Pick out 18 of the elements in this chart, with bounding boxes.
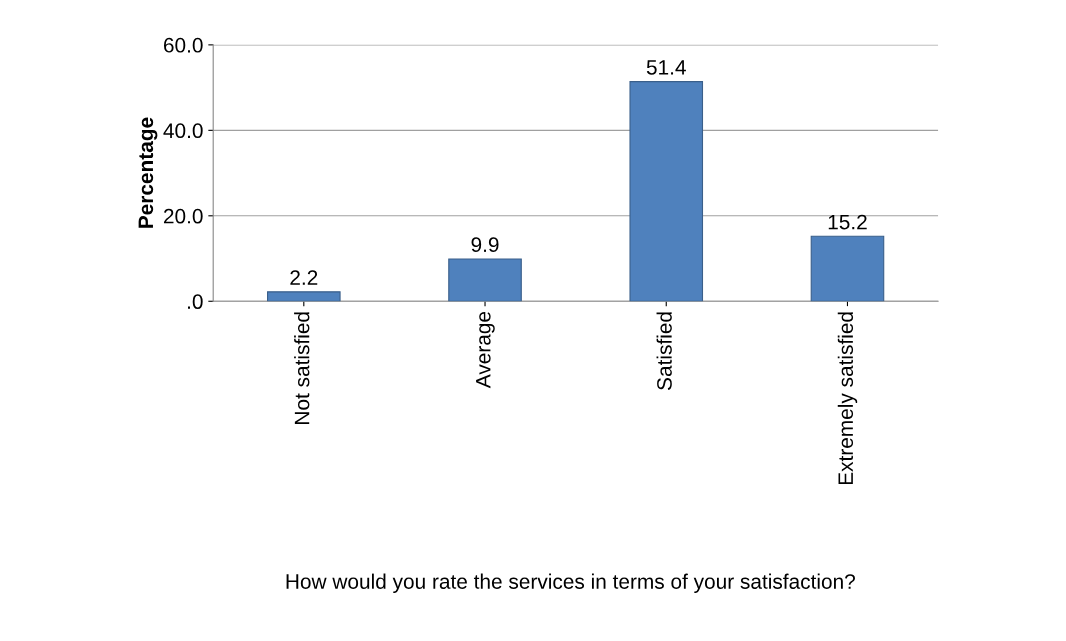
bar <box>448 258 522 302</box>
bar <box>810 235 885 302</box>
data-label: 9.9 <box>471 237 499 253</box>
y-tick-label: .0 <box>188 294 203 310</box>
y-tick-label: 60.0 <box>163 37 203 53</box>
y-axis-title: Percentage <box>138 117 158 228</box>
x-tick-label: Satisfied <box>656 312 672 390</box>
data-label: 2.2 <box>290 270 318 285</box>
x-axis-title: How would you rate the services in terms of your satisfaction? <box>286 573 855 594</box>
x-tick-label: Not satisfied <box>294 312 310 424</box>
data-label: 51.4 <box>646 60 686 75</box>
bar <box>267 291 341 302</box>
x-tick-label: Average <box>476 311 495 389</box>
x-tick-label: Extremely satisfied <box>837 312 858 485</box>
y-tick-label: 20.0 <box>163 208 203 224</box>
y-tick-label: 40.0 <box>163 123 203 139</box>
data-label: 15.2 <box>828 214 867 230</box>
bar <box>629 81 704 302</box>
